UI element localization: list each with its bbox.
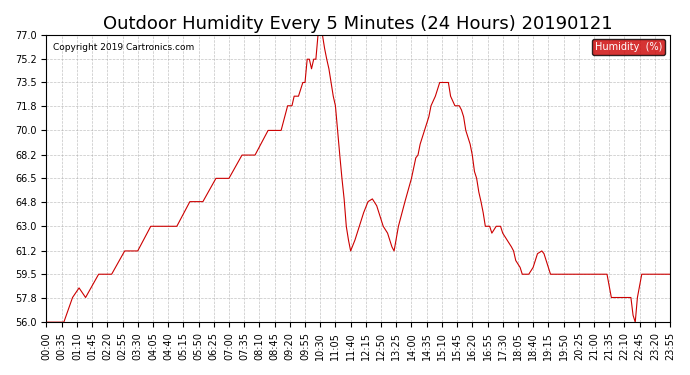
Title: Outdoor Humidity Every 5 Minutes (24 Hours) 20190121: Outdoor Humidity Every 5 Minutes (24 Hou… [104, 15, 613, 33]
Legend: Humidity  (%): Humidity (%) [592, 39, 665, 55]
Text: Copyright 2019 Cartronics.com: Copyright 2019 Cartronics.com [52, 43, 194, 52]
